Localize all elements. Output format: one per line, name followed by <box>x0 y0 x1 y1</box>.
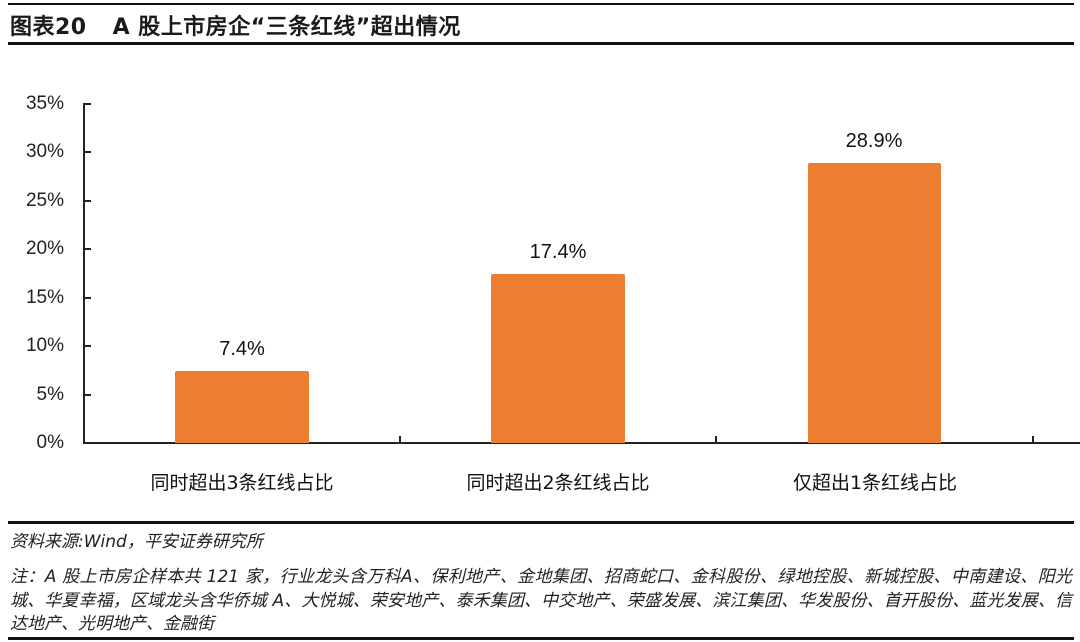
y-tick-label: 20% <box>25 238 64 259</box>
bar-value-label: 7.4% <box>219 338 265 361</box>
y-tick <box>83 151 91 153</box>
x-tick <box>715 436 717 443</box>
figure-title: 图表20 A 股上市房企“三条红线”超出情况 <box>10 9 461 41</box>
title-underline <box>8 42 1074 45</box>
x-tick <box>399 436 401 443</box>
bar <box>175 371 309 443</box>
bottom-rule <box>8 637 1074 640</box>
bar-value-label: 17.4% <box>529 241 587 264</box>
source-text: 资料来源:Wind，平安证券研究所 <box>10 532 263 552</box>
y-tick <box>83 394 91 396</box>
bar-value-label: 28.9% <box>845 130 903 153</box>
y-tick <box>83 297 91 299</box>
x-axis <box>83 442 1080 444</box>
source-rule <box>8 521 1074 524</box>
y-tick <box>83 200 91 202</box>
top-rule <box>8 3 1074 5</box>
y-axis <box>83 103 85 444</box>
y-tick-label: 35% <box>25 93 64 114</box>
x-tick <box>1032 436 1034 443</box>
y-tick <box>83 103 91 105</box>
x-category-label: 同时超出2条红线占比 <box>466 472 650 494</box>
y-tick-label: 10% <box>25 335 64 356</box>
x-category-label: 仅超出1条红线占比 <box>792 472 958 494</box>
note-text: 注：A 股上市房企样本共 121 家，行业龙头含万科A、保利地产、金地集团、招商… <box>10 567 1072 634</box>
y-tick-label: 15% <box>25 287 64 308</box>
x-category-label: 同时超出3条红线占比 <box>150 472 334 494</box>
bar <box>808 163 941 443</box>
figure-title-text: A 股上市房企“三条红线”超出情况 <box>112 15 461 40</box>
y-tick-label: 0% <box>36 432 64 453</box>
y-tick-label: 5% <box>36 384 64 405</box>
y-tick-label: 30% <box>25 141 64 162</box>
y-tick <box>83 345 91 347</box>
y-tick-label: 25% <box>25 190 64 211</box>
figure-number: 图表20 <box>10 15 87 40</box>
bar <box>491 274 625 443</box>
y-tick <box>83 248 91 250</box>
